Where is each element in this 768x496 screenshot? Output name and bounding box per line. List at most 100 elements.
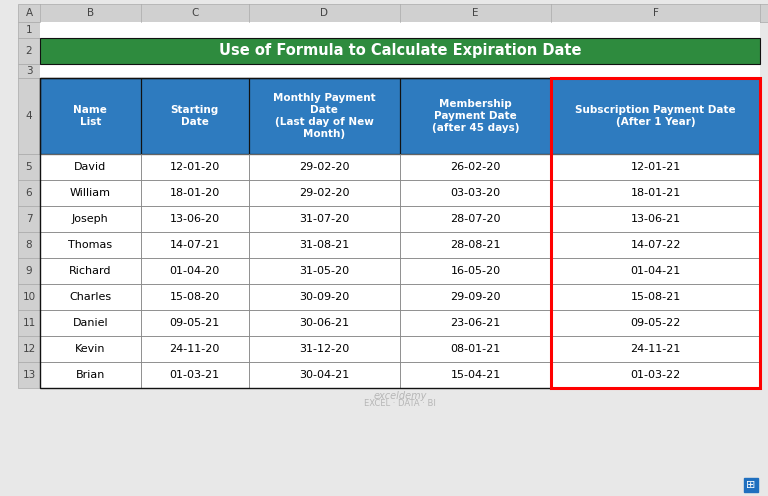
Text: 30-09-20: 30-09-20 [300, 292, 349, 302]
Text: 30-04-21: 30-04-21 [300, 370, 349, 380]
Text: exceldemy: exceldemy [373, 391, 427, 401]
Bar [744, 478, 758, 492]
Text: 31-07-20: 31-07-20 [300, 214, 349, 224]
Bar [141, 180, 249, 206]
Text: 14-07-22: 14-07-22 [631, 240, 681, 250]
Text: 4: 4 [25, 111, 32, 121]
Text: David: David [74, 162, 107, 172]
Text: 12: 12 [22, 344, 35, 354]
Bar [141, 206, 249, 232]
Bar [18, 232, 40, 258]
Bar [400, 232, 551, 258]
Text: 18-01-20: 18-01-20 [170, 188, 220, 198]
Text: D: D [320, 8, 329, 18]
Text: Monthly Payment
Date
(Last day of New
Month): Monthly Payment Date (Last day of New Mo… [273, 93, 376, 139]
Bar [40, 78, 760, 388]
Bar [141, 310, 249, 336]
Bar [551, 180, 760, 206]
Bar [18, 258, 40, 284]
Text: Brian: Brian [76, 370, 105, 380]
Text: 14-07-21: 14-07-21 [170, 240, 220, 250]
Bar [400, 258, 551, 284]
Bar [400, 180, 551, 206]
Text: 2: 2 [25, 46, 32, 56]
Text: 16-05-20: 16-05-20 [451, 266, 501, 276]
Bar [40, 154, 141, 180]
Text: Daniel: Daniel [73, 318, 108, 328]
Text: Starting
Date: Starting Date [170, 105, 219, 127]
Text: 03-03-20: 03-03-20 [451, 188, 501, 198]
Bar [551, 78, 760, 388]
Bar [40, 362, 141, 388]
Bar [40, 78, 141, 154]
Text: 23-06-21: 23-06-21 [451, 318, 501, 328]
Bar [400, 206, 551, 232]
Text: 3: 3 [25, 66, 32, 76]
Text: Use of Formula to Calculate Expiration Date: Use of Formula to Calculate Expiration D… [219, 44, 581, 59]
Text: 9: 9 [25, 266, 32, 276]
Bar [249, 154, 400, 180]
Bar [18, 284, 40, 310]
Bar [141, 232, 249, 258]
Bar [551, 78, 760, 154]
Text: ⊞: ⊞ [746, 480, 756, 490]
Text: Kevin: Kevin [75, 344, 106, 354]
Bar [249, 180, 400, 206]
Text: Subscription Payment Date
(After 1 Year): Subscription Payment Date (After 1 Year) [575, 105, 736, 127]
Text: 11: 11 [22, 318, 35, 328]
Text: 7: 7 [25, 214, 32, 224]
Bar [400, 362, 551, 388]
Bar [40, 284, 141, 310]
Bar [141, 78, 249, 154]
Bar [18, 310, 40, 336]
Bar [40, 206, 141, 232]
Bar [18, 38, 40, 64]
Text: 12-01-21: 12-01-21 [631, 162, 680, 172]
Text: 13-06-20: 13-06-20 [170, 214, 220, 224]
Bar [18, 362, 40, 388]
Bar [400, 154, 551, 180]
Text: C: C [191, 8, 198, 18]
Text: 13: 13 [22, 370, 35, 380]
Text: 28-08-21: 28-08-21 [450, 240, 501, 250]
Text: Richard: Richard [69, 266, 111, 276]
Text: 15-08-21: 15-08-21 [631, 292, 680, 302]
Bar [18, 78, 40, 154]
Text: 30-06-21: 30-06-21 [300, 318, 349, 328]
Bar [18, 22, 40, 38]
Text: 15-08-20: 15-08-20 [170, 292, 220, 302]
Text: 26-02-20: 26-02-20 [450, 162, 501, 172]
Bar [249, 258, 400, 284]
Text: 1: 1 [25, 25, 32, 35]
Bar [249, 336, 400, 362]
Bar [249, 78, 400, 154]
Text: 09-05-21: 09-05-21 [170, 318, 220, 328]
Bar [18, 206, 40, 232]
Bar [18, 4, 768, 22]
Bar [400, 336, 551, 362]
Bar [18, 64, 40, 78]
Text: Joseph: Joseph [72, 214, 109, 224]
Bar [551, 336, 760, 362]
Bar [551, 154, 760, 180]
Text: B: B [87, 8, 94, 18]
Text: 29-02-20: 29-02-20 [300, 188, 349, 198]
Text: 09-05-22: 09-05-22 [631, 318, 680, 328]
Text: 24-11-21: 24-11-21 [631, 344, 680, 354]
Bar [40, 22, 760, 388]
Bar [141, 258, 249, 284]
Text: EXCEL · DATA · BI: EXCEL · DATA · BI [364, 399, 436, 409]
Text: 29-02-20: 29-02-20 [300, 162, 349, 172]
Bar [40, 258, 141, 284]
Bar [249, 284, 400, 310]
Text: 15-04-21: 15-04-21 [451, 370, 501, 380]
Bar [141, 362, 249, 388]
Bar [249, 310, 400, 336]
Text: F: F [653, 8, 658, 18]
Text: 18-01-21: 18-01-21 [631, 188, 680, 198]
Text: 01-04-20: 01-04-20 [170, 266, 220, 276]
Text: 12-01-20: 12-01-20 [170, 162, 220, 172]
Bar [18, 154, 40, 180]
Bar [40, 232, 141, 258]
Text: 5: 5 [25, 162, 32, 172]
